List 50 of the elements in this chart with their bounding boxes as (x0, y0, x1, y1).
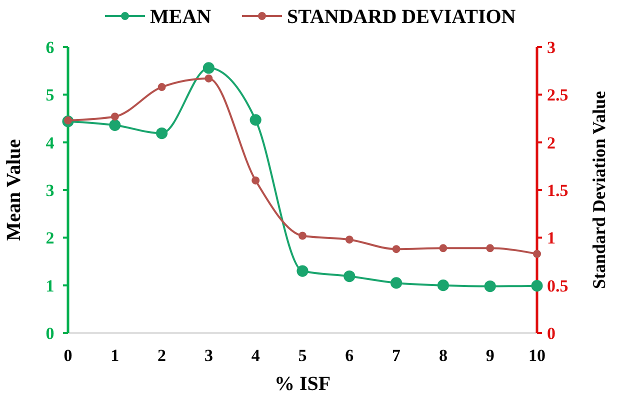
x-tick-label: 3 (204, 346, 213, 365)
x-tick-label: 6 (345, 346, 354, 365)
x-tick-label: 7 (392, 346, 402, 365)
point (392, 245, 400, 254)
x-axis-title: % ISF (274, 373, 331, 395)
point (250, 114, 262, 126)
y2-tick-label: 2.5 (547, 86, 568, 105)
point (533, 250, 541, 258)
point (439, 244, 448, 252)
point (252, 176, 260, 184)
x-tick-label: 5 (298, 346, 307, 365)
x-tick-label: 2 (158, 346, 166, 365)
point (484, 280, 496, 292)
x-tick-label: 8 (438, 346, 448, 365)
point (298, 232, 306, 240)
y-tick-label: 4 (46, 133, 55, 152)
y2-tick-label: 3 (547, 38, 556, 57)
x-tick-label: 0 (64, 346, 72, 365)
y-tick-label: 0 (46, 324, 54, 343)
y2-tick-label: 1.5 (547, 181, 568, 200)
y2-tick-label: 2 (547, 133, 556, 152)
point (437, 280, 449, 292)
y2-tick-label: 0 (547, 324, 556, 343)
point (486, 244, 494, 252)
x-tick-label: 9 (486, 346, 494, 365)
point (158, 83, 166, 92)
y-tick-label: 3 (46, 181, 54, 200)
x-tick-label: 1 (110, 346, 120, 365)
x-tick-label: 4 (251, 346, 260, 365)
y-tick-label: 2 (46, 228, 54, 248)
y-tick-label: 1 (46, 276, 54, 296)
point (156, 127, 168, 140)
point (110, 112, 119, 121)
y2-axis-title: Standard Deviation Value (589, 90, 609, 290)
y-tick-label: 5 (46, 86, 54, 105)
point (296, 265, 308, 277)
point (204, 74, 213, 82)
point (345, 236, 354, 244)
point (344, 270, 356, 282)
y-axis-title: Mean Value (3, 139, 25, 241)
y2-tick-label: 0.5 (547, 276, 568, 296)
legend-label: STANDARD DEVIATION (287, 6, 516, 28)
point (202, 62, 214, 74)
x-tick-label: 10 (528, 346, 546, 365)
point (531, 280, 543, 292)
legend-label: MEAN (150, 6, 212, 28)
y2-tick-label: 1 (547, 228, 556, 248)
point (109, 119, 121, 131)
y-tick-label: 6 (46, 38, 54, 57)
point (390, 277, 402, 289)
